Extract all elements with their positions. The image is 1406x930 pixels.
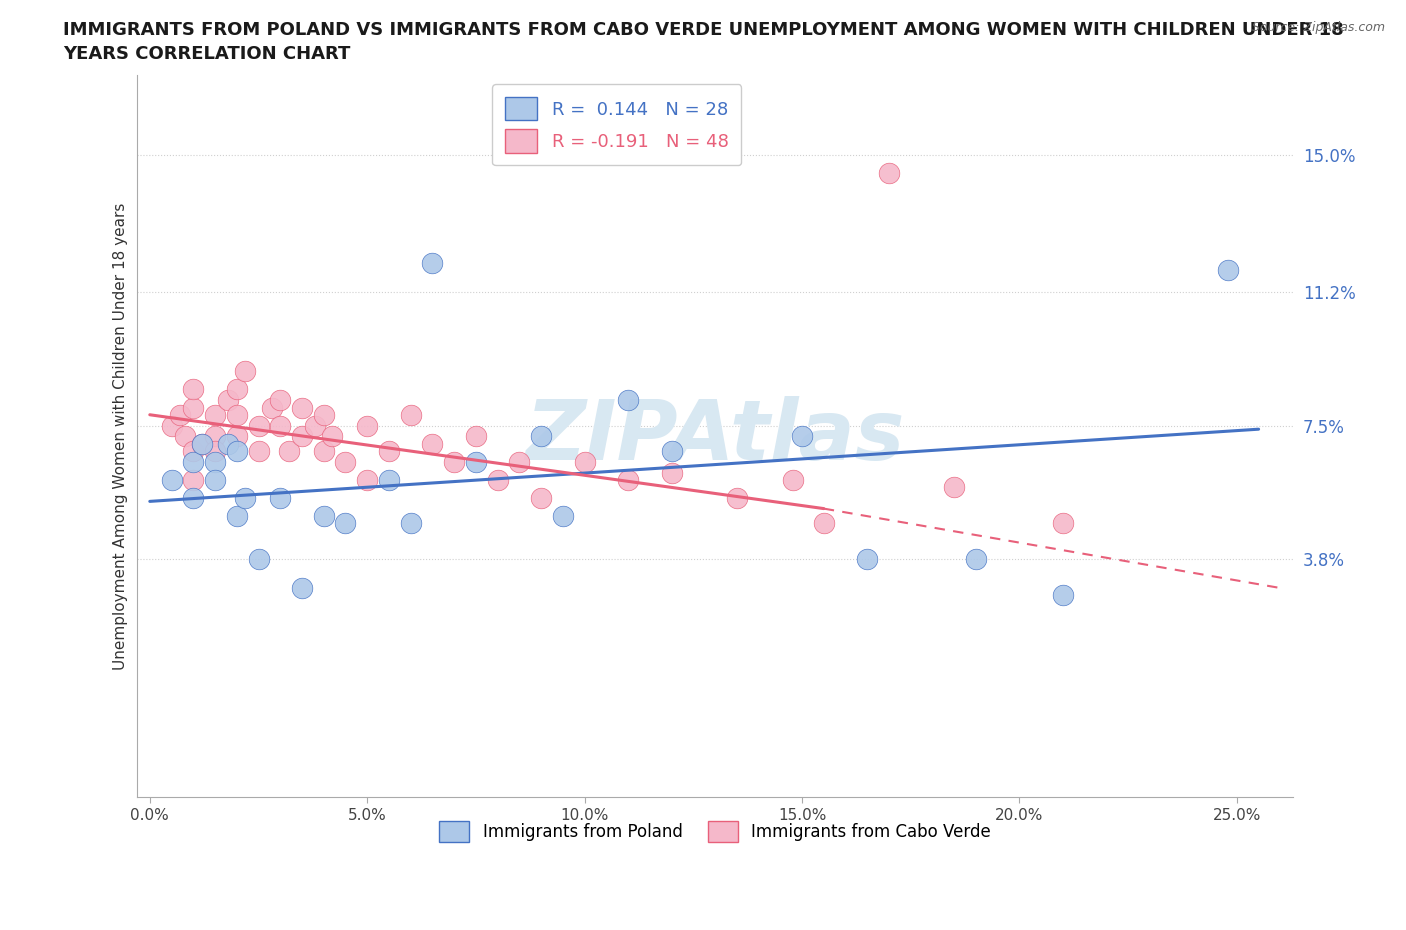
Point: [530, 490, 553, 505]
Point: [225, 429, 247, 444]
Text: Source: ZipAtlas.com: Source: ZipAtlas.com: [1251, 21, 1385, 34]
Point: [443, 454, 465, 469]
Point: [782, 472, 804, 487]
Point: [856, 551, 879, 566]
Point: [617, 392, 640, 407]
Point: [291, 580, 314, 595]
Point: [217, 392, 239, 407]
Point: [304, 418, 326, 433]
Point: [204, 429, 226, 444]
Point: [422, 256, 444, 271]
Point: [204, 407, 226, 422]
Point: [181, 382, 204, 397]
Point: [204, 472, 226, 487]
Y-axis label: Unemployment Among Women with Children Under 18 years: Unemployment Among Women with Children U…: [114, 203, 128, 671]
Point: [486, 472, 509, 487]
Point: [235, 364, 257, 379]
Point: [217, 436, 239, 451]
Text: YEARS CORRELATION CHART: YEARS CORRELATION CHART: [63, 45, 350, 62]
Point: [247, 551, 270, 566]
Point: [235, 490, 257, 505]
Point: [181, 454, 204, 469]
Point: [508, 454, 530, 469]
Point: [399, 515, 422, 530]
Point: [943, 480, 966, 495]
Point: [291, 429, 314, 444]
Point: [312, 509, 335, 524]
Text: ZIPAtlas: ZIPAtlas: [526, 396, 904, 477]
Point: [813, 515, 835, 530]
Point: [335, 515, 357, 530]
Point: [269, 392, 291, 407]
Point: [204, 454, 226, 469]
Point: [617, 472, 640, 487]
Point: [790, 429, 813, 444]
Point: [530, 429, 553, 444]
Point: [378, 444, 401, 458]
Point: [422, 436, 444, 451]
Point: [160, 472, 183, 487]
Point: [356, 472, 378, 487]
Point: [1052, 515, 1074, 530]
Point: [269, 490, 291, 505]
Point: [661, 465, 683, 480]
Point: [191, 436, 214, 451]
Point: [247, 418, 270, 433]
Point: [335, 454, 357, 469]
Point: [877, 166, 900, 180]
Point: [661, 444, 683, 458]
Point: [551, 509, 574, 524]
Point: [464, 454, 486, 469]
Point: [725, 490, 748, 505]
Point: [181, 490, 204, 505]
Point: [247, 444, 270, 458]
Point: [181, 400, 204, 415]
Point: [181, 444, 204, 458]
Point: [965, 551, 987, 566]
Point: [173, 429, 195, 444]
Point: [225, 509, 247, 524]
Point: [399, 407, 422, 422]
Point: [321, 429, 343, 444]
Point: [260, 400, 283, 415]
Point: [204, 444, 226, 458]
Point: [169, 407, 191, 422]
Point: [191, 436, 214, 451]
Point: [278, 444, 301, 458]
Point: [291, 400, 314, 415]
Point: [225, 444, 247, 458]
Point: [181, 472, 204, 487]
Point: [225, 407, 247, 422]
Text: IMMIGRANTS FROM POLAND VS IMMIGRANTS FROM CABO VERDE UNEMPLOYMENT AMONG WOMEN WI: IMMIGRANTS FROM POLAND VS IMMIGRANTS FRO…: [63, 21, 1344, 39]
Point: [1052, 588, 1074, 603]
Point: [464, 429, 486, 444]
Point: [312, 444, 335, 458]
Point: [574, 454, 596, 469]
Point: [225, 382, 247, 397]
Point: [160, 418, 183, 433]
Point: [269, 418, 291, 433]
Point: [1218, 263, 1240, 278]
Point: [356, 418, 378, 433]
Point: [312, 407, 335, 422]
Legend: Immigrants from Poland, Immigrants from Cabo Verde: Immigrants from Poland, Immigrants from …: [432, 812, 1000, 850]
Point: [378, 472, 401, 487]
